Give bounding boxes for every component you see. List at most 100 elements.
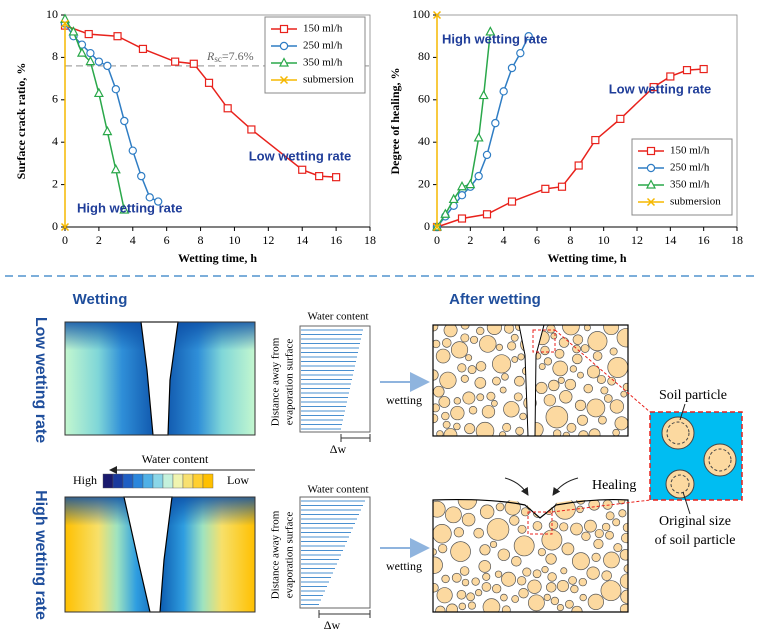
x-tick-label: 2 (467, 233, 473, 247)
particle-original (708, 448, 732, 472)
particle (586, 398, 606, 418)
particle (470, 335, 479, 344)
marker (507, 63, 517, 73)
healing-label: Healing (592, 478, 636, 493)
y-tick-label: 0 (424, 219, 430, 233)
marker (541, 184, 550, 193)
particle (453, 397, 462, 405)
marker (478, 89, 489, 100)
profile-delta: Δw (330, 442, 347, 456)
particle (614, 416, 628, 431)
particle (438, 543, 448, 554)
particle (481, 405, 496, 419)
particle (558, 337, 570, 348)
particle (602, 500, 613, 510)
marker (616, 114, 625, 123)
marker (86, 48, 95, 58)
marker (332, 173, 341, 182)
particle (433, 500, 446, 518)
particle (601, 522, 611, 532)
particle (600, 386, 609, 395)
particle (453, 527, 464, 538)
color-step (172, 473, 184, 489)
y-tick-label: 0 (52, 219, 58, 233)
reference-subscript: sc (214, 54, 222, 64)
y-tick-label: 8 (52, 49, 58, 63)
diagram: Low wetting rate High wetting rate Wetti… (32, 291, 743, 632)
particle (576, 505, 584, 514)
particle (441, 411, 450, 421)
particle (510, 333, 519, 342)
particle (550, 332, 558, 340)
particle (564, 599, 574, 609)
x-tick-label: 2 (96, 233, 102, 247)
marker (432, 10, 442, 20)
particle (532, 521, 543, 531)
x-tick-label: 4 (130, 233, 136, 247)
marker (682, 66, 692, 75)
particle (616, 328, 628, 348)
y-axis-label: Surface crack ratio, % (14, 63, 28, 180)
color-step (102, 473, 114, 489)
particle (588, 428, 601, 436)
particle (665, 469, 695, 499)
particle (603, 394, 613, 403)
particle (438, 396, 451, 408)
particle (450, 405, 465, 421)
particle (435, 348, 451, 364)
x-tick-label: 16 (330, 233, 342, 247)
color-step (182, 473, 194, 489)
particle (619, 549, 628, 561)
particle (443, 428, 458, 436)
particle (543, 357, 553, 366)
x-tick-label: 18 (731, 233, 743, 247)
marker (145, 193, 154, 202)
scale-low: Low (227, 473, 249, 487)
particle (436, 430, 444, 436)
annotation: Low wetting rate (249, 148, 352, 163)
marker (84, 29, 93, 39)
profile-axis: Distance away from (270, 510, 282, 599)
marker (60, 13, 70, 23)
particle (475, 361, 487, 372)
color-bar (102, 473, 214, 489)
particle (433, 385, 445, 398)
profile-axis: Distance away from (270, 337, 282, 426)
color-step (202, 473, 214, 489)
particle (433, 403, 440, 413)
particle (486, 518, 510, 541)
particle (547, 572, 557, 582)
marker (666, 72, 675, 81)
particle (481, 582, 492, 592)
marker (76, 47, 87, 57)
x-tick-label: 0 (62, 233, 68, 247)
inset-label: Soil particle (659, 388, 727, 403)
particle (502, 422, 512, 432)
particle (458, 602, 467, 611)
y-tick-label: 100 (412, 7, 430, 21)
marker (448, 193, 459, 204)
marker (646, 146, 656, 156)
profile-delta: Δw (324, 618, 341, 632)
contour-low (64, 321, 256, 436)
particle (482, 598, 501, 612)
legend-label: submersion (303, 74, 354, 86)
particle (500, 593, 508, 602)
particle (450, 341, 469, 359)
marker (85, 55, 96, 66)
particle (584, 519, 597, 533)
particle (548, 379, 560, 392)
scale-high: High (73, 473, 97, 487)
particle (513, 535, 535, 557)
column-title: Wetting (73, 291, 128, 308)
particle (596, 374, 606, 385)
profile-box (299, 496, 371, 609)
particle (514, 375, 525, 387)
pointer (682, 491, 691, 515)
x-tick-label: 0 (434, 233, 440, 247)
particle (618, 509, 627, 518)
particle (461, 512, 476, 527)
zoom-line (554, 329, 651, 413)
particle (538, 363, 546, 370)
legend: 150 ml/h 250 ml/h 350 ml/h submersion (264, 16, 366, 94)
